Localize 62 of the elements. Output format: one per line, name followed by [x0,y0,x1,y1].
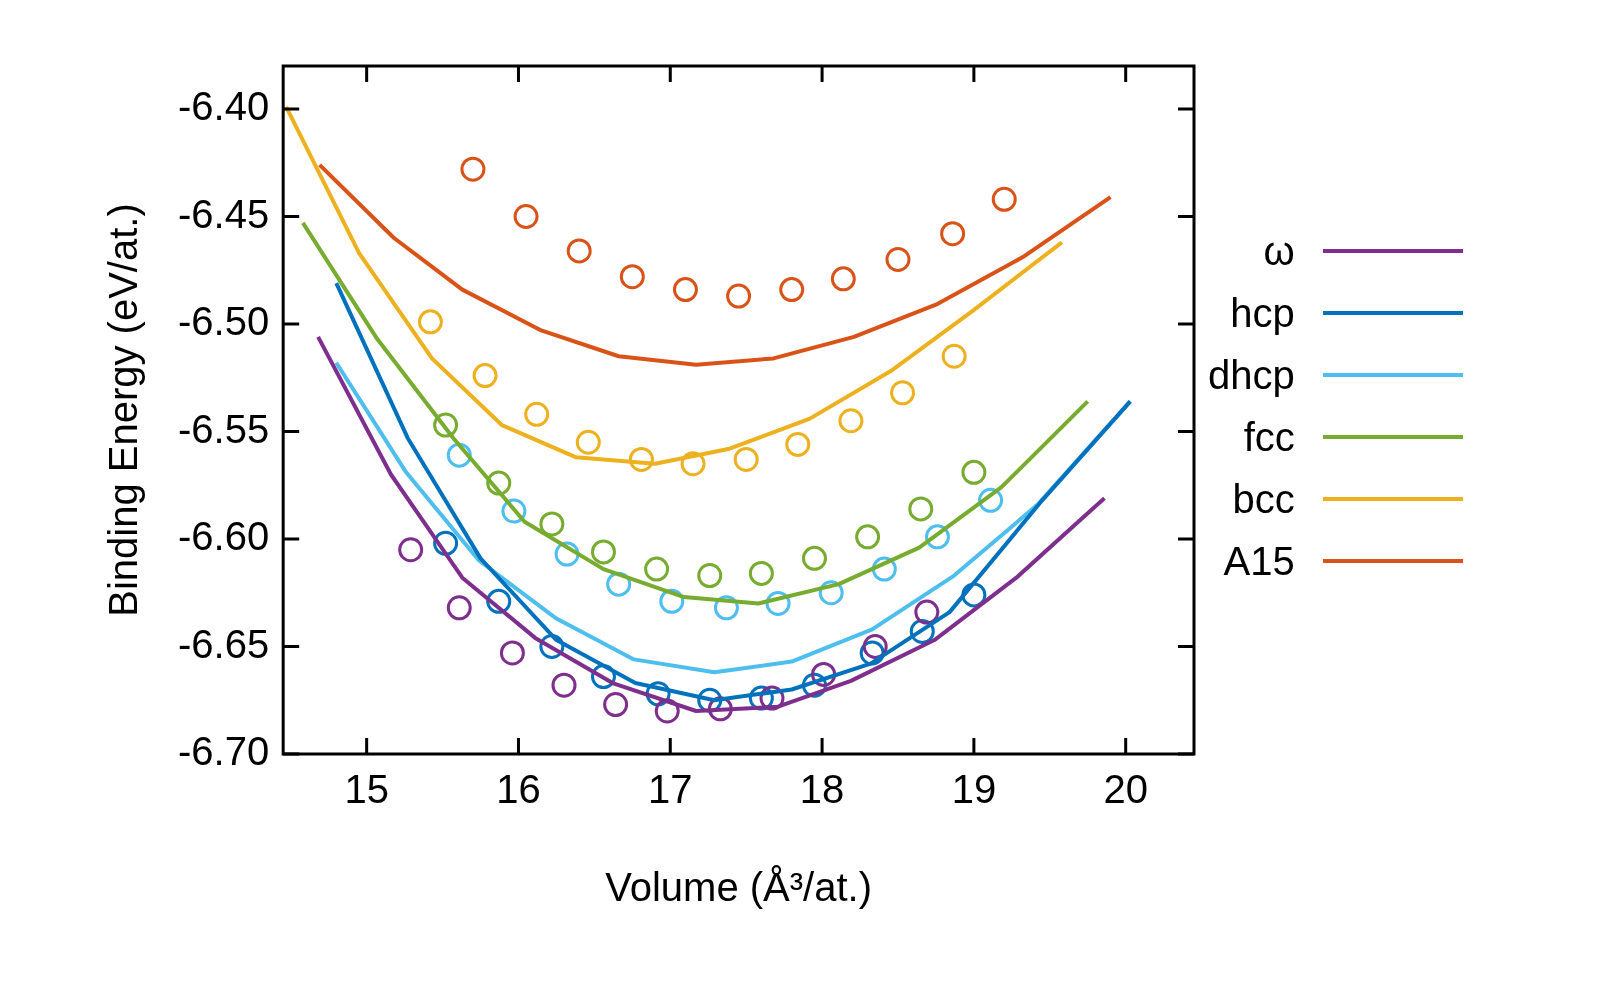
point [838,408,864,434]
point [486,470,512,496]
point [748,560,774,586]
point [914,599,940,625]
point [499,640,525,666]
point [733,446,759,472]
point [830,266,856,292]
point [890,380,916,406]
point [801,545,827,571]
x-tick-label: 17 [648,767,693,812]
point [619,264,645,290]
point [726,283,752,309]
point [433,412,459,438]
point [672,277,698,303]
point [417,309,443,335]
point [680,451,706,477]
y-tick-label: -6.40 [178,84,270,129]
y-tick-label: -6.45 [178,191,270,236]
point [697,563,723,589]
point [859,640,885,666]
y-axis-title: Binding Energy (eV/at.) [101,203,146,617]
legend-label: ω [1263,228,1295,274]
y-tick-label: -6.55 [178,406,270,451]
x-tick-label: 15 [344,767,389,812]
x-axis-title: Volume (Å³/at.) [605,865,872,910]
point [940,221,966,247]
y-tick-label: -6.60 [178,514,270,559]
point [524,401,550,427]
point [446,595,472,621]
x-tick-label: 18 [799,767,845,812]
x-tick-label: 20 [1103,767,1148,812]
point [551,672,577,698]
x-tick-label: 16 [496,767,541,812]
legend-label: fcc [1243,414,1295,460]
point [885,247,911,272]
point [941,343,967,369]
point [991,186,1017,212]
legend-label: hcp [1230,290,1295,336]
point [908,496,934,522]
point [603,692,629,718]
point [628,446,654,472]
x-tick-label: 19 [951,767,997,812]
y-tick-label: -6.65 [178,621,270,666]
y-tick-label: -6.70 [178,729,270,774]
point [460,156,486,182]
legend-label: A15 [1223,538,1295,584]
point [855,524,881,550]
point [539,511,565,537]
point [513,204,539,229]
point [654,698,680,724]
point [961,459,987,485]
legend-label: bcc [1232,476,1295,522]
point [575,429,601,455]
y-tick-label: -6.50 [178,299,270,344]
legend-label: dhcp [1208,352,1295,398]
point [472,363,498,389]
point [644,556,670,582]
point [590,539,616,565]
point [566,238,592,264]
point [398,537,424,563]
point [785,431,811,457]
point [779,277,805,303]
